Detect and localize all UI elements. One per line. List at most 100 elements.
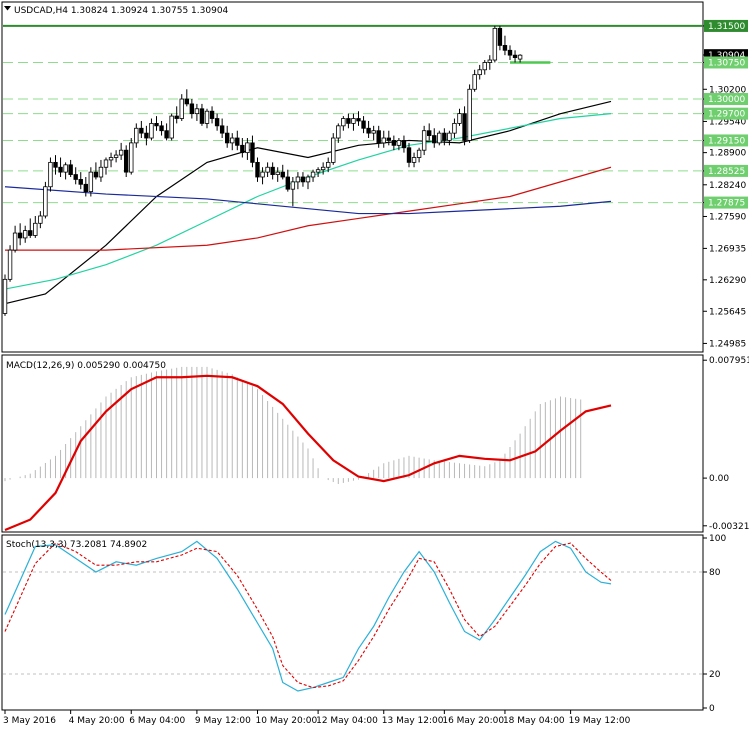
candle-body: [447, 132, 452, 141]
candle: [134, 123, 139, 148]
candle-body: [139, 127, 144, 134]
candle-body: [219, 125, 225, 134]
price-tick-label: 1.28240: [709, 181, 746, 191]
candle-body: [477, 69, 482, 76]
candle: [437, 130, 442, 146]
candle-body: [290, 181, 296, 190]
candle-body: [315, 169, 321, 173]
candle: [320, 162, 326, 175]
candle-body: [154, 122, 159, 127]
price-tick-label: 1.30200: [709, 85, 746, 95]
macd-signal-line: [4, 374, 612, 532]
candle: [280, 164, 285, 180]
candle-body: [285, 176, 290, 190]
candle: [219, 118, 225, 139]
time-tick-label: 3 May 2016: [3, 716, 56, 726]
candle: [149, 118, 154, 141]
candle-body: [275, 171, 280, 175]
candle: [432, 128, 437, 148]
time-tick-label: 9 May 12:00: [195, 716, 251, 726]
level-price-label-bg: [704, 56, 748, 69]
candle: [38, 211, 43, 229]
candle-body: [421, 130, 427, 151]
candle-body: [58, 166, 63, 173]
candle: [507, 45, 513, 61]
candle-body: [48, 161, 53, 188]
candle: [58, 157, 63, 177]
candle-body: [224, 132, 230, 144]
candle: [48, 157, 53, 192]
price-tick-label: 1.24985: [709, 339, 746, 349]
candle: [194, 103, 200, 121]
candle-body: [381, 137, 386, 144]
symbol-dropdown-icon[interactable]: [4, 6, 11, 11]
candle-body: [28, 230, 33, 236]
candle-body: [164, 130, 169, 139]
candle: [492, 25, 498, 63]
candle: [255, 157, 260, 182]
candle-body: [83, 183, 88, 193]
candle-body: [300, 176, 306, 183]
candle: [512, 50, 518, 63]
candle-body: [159, 125, 164, 132]
candle: [361, 116, 366, 134]
candle-body: [255, 161, 260, 178]
level-price-label-text: 1.27875: [708, 199, 745, 209]
candle: [12, 225, 18, 253]
candle-body: [118, 149, 124, 156]
candle: [235, 130, 240, 151]
candle-body: [129, 142, 134, 173]
candle-body: [179, 98, 184, 119]
candle-body: [7, 249, 13, 280]
price-tick-label: 1.28900: [709, 149, 746, 159]
candle: [325, 157, 331, 173]
candle-body: [351, 118, 356, 124]
level-price-label: 1.28525: [704, 164, 748, 177]
candle-body: [144, 132, 149, 139]
level-price-label-text: 1.31500: [708, 22, 745, 32]
candle: [260, 167, 265, 185]
price-tick-label: 1.26290: [709, 276, 746, 286]
price-tick-label: 1.25645: [709, 307, 746, 317]
level-price-label-text: 1.29700: [708, 110, 745, 120]
candle: [396, 138, 402, 151]
time-tick-label: 6 May 04:00: [129, 716, 185, 726]
candle: [17, 223, 23, 246]
candle: [346, 113, 351, 129]
candle-body: [487, 59, 492, 63]
candle-body: [113, 154, 119, 158]
level-price-label: 1.30750: [704, 56, 748, 69]
candle-body: [331, 137, 336, 163]
candle: [411, 152, 417, 168]
candle: [305, 174, 311, 190]
candle: [53, 155, 58, 175]
candle-body: [305, 176, 311, 183]
candle: [310, 169, 316, 182]
candle: [300, 172, 306, 187]
candle: [472, 69, 477, 92]
candle: [381, 130, 386, 148]
candle: [497, 25, 503, 51]
candle-body: [442, 132, 447, 141]
candle: [78, 172, 83, 190]
candle: [189, 99, 195, 119]
candle: [154, 116, 159, 131]
candle-body: [12, 232, 18, 251]
candle-body: [78, 179, 83, 185]
time-axis: 3 May 2016 4 May 20:00 6 May 04:00 9 May 12…: [3, 710, 631, 726]
time-tick-label: 16 May 20:00: [442, 716, 504, 726]
stoch-tick-label: 20: [709, 670, 721, 680]
candle: [442, 128, 447, 146]
candle-body: [134, 127, 139, 144]
candle-body: [209, 110, 215, 119]
candle: [331, 133, 336, 165]
candle: [179, 94, 184, 121]
candle: [270, 162, 275, 180]
candle-body: [356, 118, 361, 122]
candle-body: [396, 140, 402, 146]
candle-body: [371, 130, 376, 134]
candle: [224, 125, 230, 148]
candle-body: [214, 118, 220, 127]
candle: [199, 103, 205, 126]
